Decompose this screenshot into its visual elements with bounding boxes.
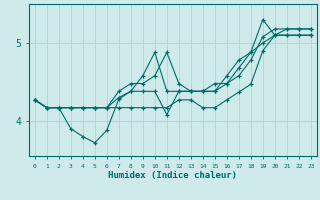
X-axis label: Humidex (Indice chaleur): Humidex (Indice chaleur) (108, 171, 237, 180)
